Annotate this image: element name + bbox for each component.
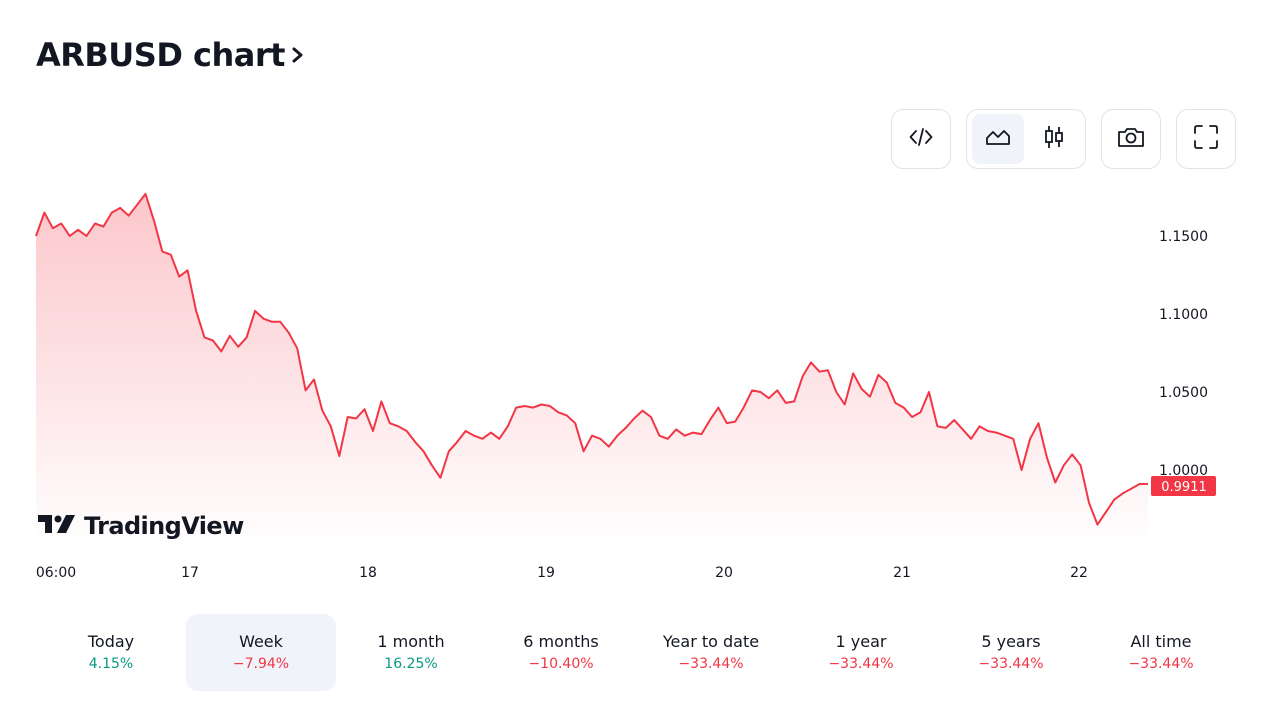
chart-toolbar (891, 109, 1236, 169)
area-chart-button[interactable] (972, 114, 1024, 164)
x-tick-label: 06:00 (36, 565, 76, 581)
period-today[interactable]: Today 4.15% (36, 614, 186, 691)
period-6-months[interactable]: 6 months −10.40% (486, 614, 636, 691)
chart-style-group (966, 109, 1086, 169)
camera-icon (1116, 123, 1146, 155)
embed-code-button[interactable] (891, 109, 951, 169)
period-all-time[interactable]: All time −33.44% (1086, 614, 1236, 691)
period-change: −33.44% (978, 655, 1044, 672)
period-1-year[interactable]: 1 year −33.44% (786, 614, 936, 691)
embed-code-icon (907, 123, 935, 155)
x-tick-label: 18 (359, 565, 377, 581)
price-chart[interactable]: 1.1500 1.1000 1.0500 1.0000 06:00 17 18 … (0, 180, 1280, 590)
y-tick-label: 1.1000 (1159, 307, 1208, 323)
x-tick-label: 19 (537, 565, 555, 581)
period-label: 6 months (523, 631, 599, 651)
price-line (35, 192, 1149, 526)
period-change: 16.25% (384, 655, 438, 672)
period-change: −33.44% (828, 655, 894, 672)
title-row[interactable]: ARBUSD chart (36, 36, 305, 74)
x-tick-label: 17 (181, 565, 199, 581)
y-tick-label: 1.1500 (1159, 229, 1208, 245)
area-chart-icon (984, 123, 1012, 155)
x-tick-label: 20 (715, 565, 733, 581)
period-1-month[interactable]: 1 month 16.25% (336, 614, 486, 691)
fullscreen-button[interactable] (1176, 109, 1236, 169)
logo-text: TradingView (84, 512, 244, 540)
period-selector: Today 4.15% Week −7.94% 1 month 16.25% 6… (36, 614, 1236, 691)
screenshot-button[interactable] (1101, 109, 1161, 169)
period-5-years[interactable]: 5 years −33.44% (936, 614, 1086, 691)
candlestick-icon (1040, 123, 1068, 155)
fullscreen-icon (1192, 123, 1220, 155)
period-change: −10.40% (528, 655, 594, 672)
period-change: −7.94% (232, 655, 290, 672)
tradingview-mark-icon (38, 512, 76, 540)
page-title[interactable]: ARBUSD chart (36, 36, 285, 74)
x-axis: 06:00 17 18 19 20 21 22 (36, 565, 1088, 581)
last-price-badge (1151, 476, 1216, 496)
period-change: −33.44% (1128, 655, 1194, 672)
last-price-tag: 0.9911 (1151, 476, 1216, 496)
period-week[interactable]: Week −7.94% (186, 614, 336, 691)
x-tick-label: 22 (1070, 565, 1088, 581)
period-change: −33.44% (678, 655, 744, 672)
period-label: 1 year (835, 631, 887, 651)
period-label: 5 years (981, 631, 1041, 651)
period-year-to-date[interactable]: Year to date −33.44% (636, 614, 786, 691)
period-label: Today (87, 631, 135, 651)
y-tick-label: 1.0000 (1159, 463, 1208, 479)
period-label: All time (1130, 631, 1192, 651)
period-label: 1 month (377, 631, 445, 651)
y-tick-label: 1.0500 (1159, 385, 1208, 401)
period-change: 4.15% (88, 655, 134, 672)
period-label: Year to date (662, 631, 760, 651)
last-price-label: 0.9911 (1161, 480, 1207, 495)
chevron-right-icon[interactable] (291, 44, 305, 70)
y-axis: 1.1500 1.1000 1.0500 1.0000 (1159, 229, 1208, 479)
candlestick-button[interactable] (1028, 114, 1080, 164)
chart-canvas[interactable]: 1.1500 1.1000 1.0500 1.0000 06:00 17 18 … (0, 180, 1280, 590)
x-tick-label: 21 (893, 565, 911, 581)
area-fill (36, 193, 1148, 550)
period-label: Week (239, 631, 283, 651)
tradingview-logo[interactable]: TradingView (38, 512, 244, 540)
